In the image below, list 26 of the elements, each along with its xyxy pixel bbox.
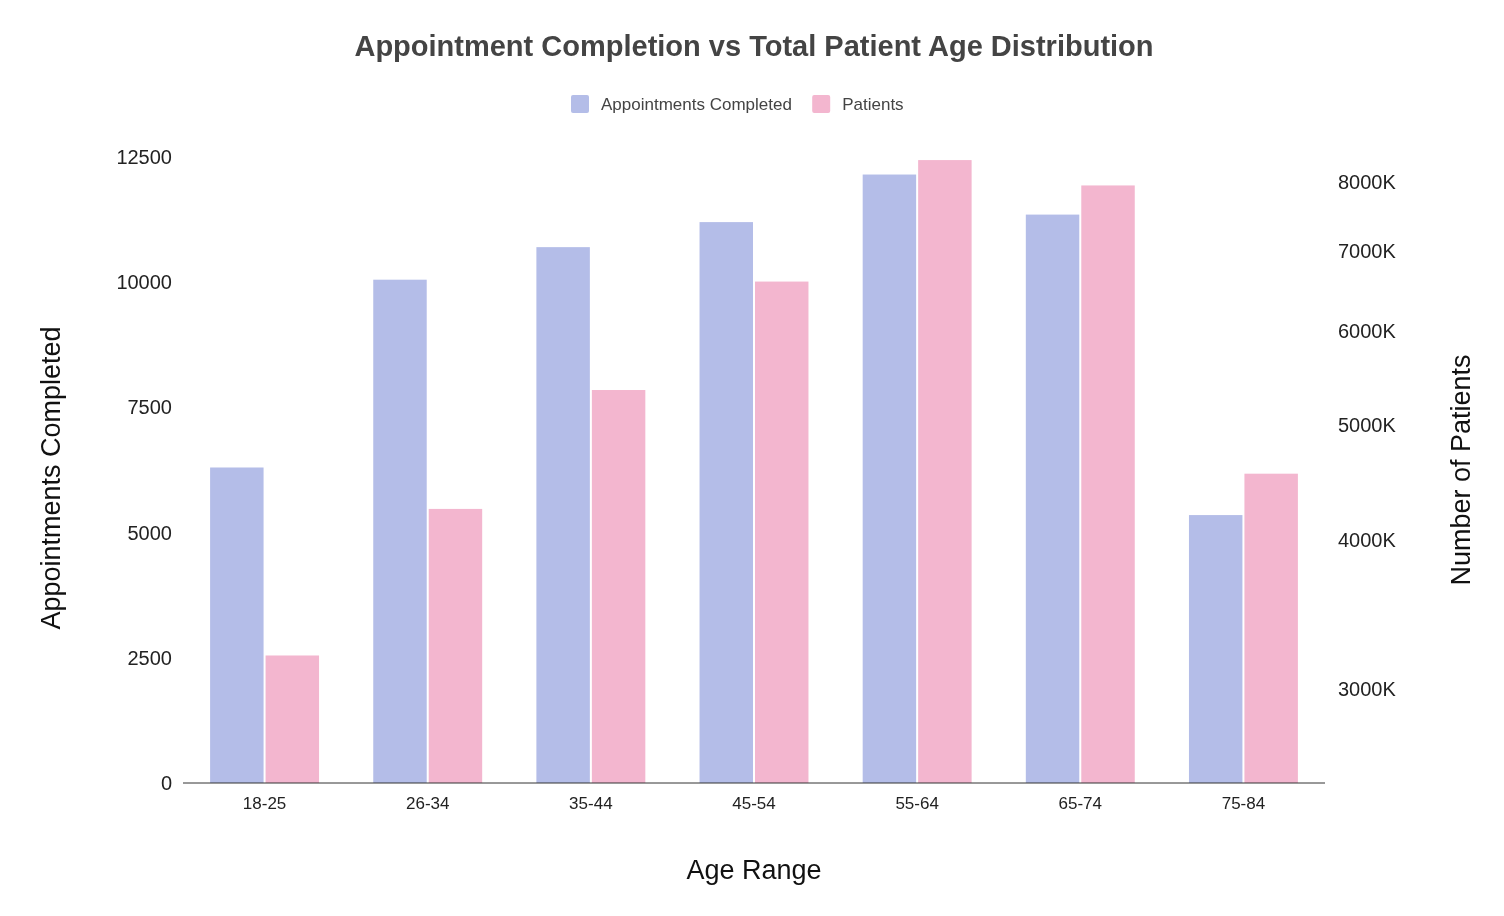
x-tick-label: 45-54: [732, 794, 776, 813]
y-tick-label: 2500: [127, 646, 172, 669]
y2-tick-label: 7000K: [1338, 240, 1397, 263]
y2-tick-label: 3000K: [1338, 677, 1397, 700]
x-tick-label: 26-34: [405, 794, 450, 813]
bar: [210, 467, 264, 783]
x-tick-label: 35-44: [569, 794, 613, 813]
y2-tick-label: 5000K: [1338, 413, 1397, 436]
legend-label: Patients: [842, 95, 904, 114]
y-tick-label: 0: [160, 772, 172, 794]
y2-axis-title: Number of Patients: [1446, 354, 1476, 586]
y2-tick-label: 8000K: [1338, 171, 1397, 194]
y-tick-label: 5000: [127, 521, 172, 544]
legend-label: Appointments Completed: [601, 95, 792, 114]
y2-tick-label: 4000K: [1338, 529, 1397, 552]
chart-title: Appointment Completion vs Total Patient Age Distribution: [354, 30, 1154, 62]
y2-tick-label: 6000K: [1338, 319, 1397, 342]
x-tick-label: 18-25: [242, 794, 287, 813]
x-tick-label: 65-74: [1058, 794, 1103, 813]
x-tick-label: 55-64: [895, 794, 939, 813]
x-axis-title: Age Range: [686, 855, 822, 885]
y-tick-label: 12500: [116, 146, 172, 168]
y-tick-label: 7500: [127, 396, 172, 419]
y-tick-label: 10000: [116, 271, 172, 294]
x-tick-label: 75-84: [1221, 794, 1266, 813]
y-axis-title: Appointments Completed: [36, 326, 66, 630]
